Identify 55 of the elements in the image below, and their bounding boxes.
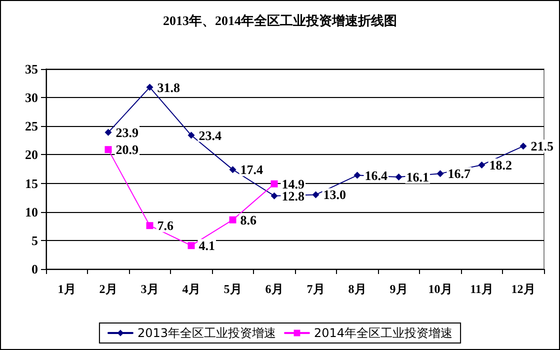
legend-label: 2013年全区工业投资增速 <box>137 326 276 340</box>
data-label: 16.7 <box>448 166 471 182</box>
point <box>229 216 236 224</box>
point <box>395 174 402 180</box>
data-label: 13.0 <box>323 187 346 202</box>
data-label: 20.9 <box>116 142 139 158</box>
chart-title: 2013年、2014年全区工业投资增速折线图 <box>163 13 397 28</box>
point <box>270 180 278 188</box>
point <box>478 162 486 168</box>
point <box>104 146 112 154</box>
legend-label: 2014年全区工业投资增速 <box>314 326 453 340</box>
point <box>188 242 195 250</box>
point <box>436 170 444 178</box>
y-tick-label: 0 <box>32 262 38 276</box>
point <box>270 192 278 200</box>
data-label: 14.9 <box>282 176 305 192</box>
y-tick-label: 35 <box>25 62 38 76</box>
data-label: 23.4 <box>198 128 222 143</box>
data-label: 8.6 <box>240 212 257 228</box>
data-label: 16.1 <box>406 170 429 184</box>
x-tick-label: 11月 <box>470 282 494 296</box>
x-tick-label: 7月 <box>306 282 325 296</box>
y-tick-label: 5 <box>32 232 38 248</box>
data-label: 12.8 <box>282 188 305 204</box>
x-tick-label: 5月 <box>224 282 242 296</box>
point <box>146 84 154 91</box>
x-tick-label: 12月 <box>511 282 536 296</box>
point <box>104 128 112 136</box>
x-tick-label: 6月 <box>265 282 284 296</box>
data-label: 18.2 <box>489 158 512 172</box>
data-label: 21.5 <box>530 138 554 154</box>
data-label: 17.4 <box>240 162 264 178</box>
point <box>146 222 154 230</box>
point <box>188 132 195 139</box>
x-tick-label: 2月 <box>99 282 118 296</box>
data-label: 31.8 <box>157 80 180 95</box>
x-tick-label: 9月 <box>390 282 408 296</box>
y-tick-label: 10 <box>25 204 38 220</box>
point <box>312 191 320 198</box>
x-tick-label: 8月 <box>348 282 366 296</box>
point <box>520 142 527 150</box>
data-label: 4.1 <box>198 238 215 254</box>
y-tick-label: 20 <box>25 147 38 162</box>
y-tick-label: 15 <box>25 176 38 191</box>
point <box>354 172 361 179</box>
x-tick-label: 4月 <box>182 282 200 296</box>
data-label: 23.9 <box>116 124 139 140</box>
x-tick-label: 3月 <box>140 282 159 296</box>
y-tick-label: 30 <box>25 90 38 106</box>
y-tick-label: 25 <box>25 118 38 134</box>
data-label: 16.4 <box>364 168 388 183</box>
point <box>229 166 236 174</box>
data-label: 7.6 <box>157 218 174 234</box>
x-tick-label: 1月 <box>58 282 76 296</box>
x-tick-label: 10月 <box>428 282 452 296</box>
